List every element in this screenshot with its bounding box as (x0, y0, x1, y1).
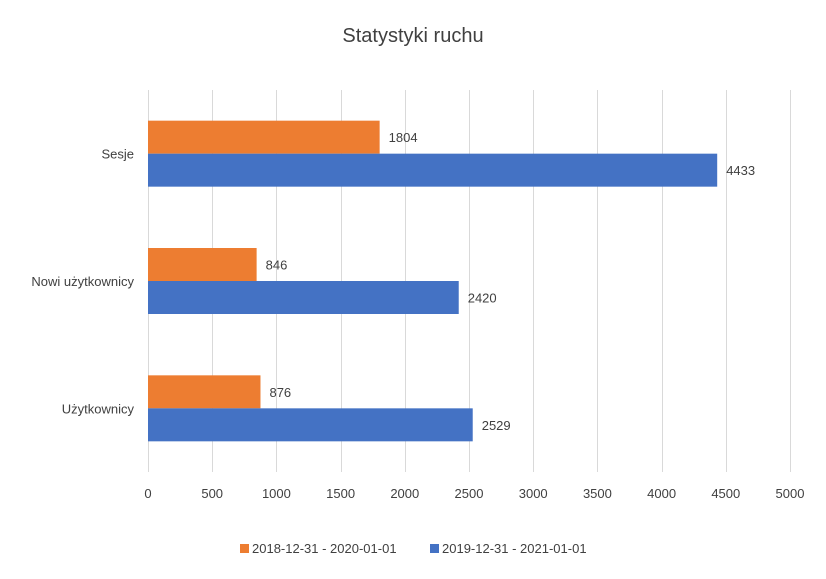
bar (148, 408, 473, 442)
x-tick-label: 2000 (390, 486, 419, 501)
x-tick-label: 5000 (776, 486, 805, 501)
bar-value-label: 876 (269, 385, 291, 400)
bar (148, 281, 459, 314)
bar (148, 375, 261, 409)
data-labels: 1804 4433 846 2420 876 2529 (266, 130, 755, 433)
x-tick-label: 3000 (519, 486, 548, 501)
category-label: Użytkownicy (62, 401, 135, 416)
bar (148, 153, 718, 187)
bar-value-label: 1804 (389, 130, 418, 145)
category-label: Nowi użytkownicy (31, 274, 134, 289)
category-label: Sesje (101, 147, 134, 162)
bars (148, 120, 718, 442)
x-tick-label: 1500 (326, 486, 355, 501)
bar-value-label: 2529 (482, 418, 511, 433)
legend-label: 2019-12-31 - 2021-01-01 (442, 541, 587, 556)
bar (148, 120, 380, 154)
bar (148, 248, 257, 281)
bar-value-label: 2420 (468, 291, 497, 306)
x-axis-ticks: 0 500 1000 1500 2000 2500 3000 3500 4000 4500 5000 (144, 486, 804, 501)
x-tick-label: 4000 (647, 486, 676, 501)
x-tick-label: 4500 (711, 486, 740, 501)
x-tick-label: 500 (201, 486, 223, 501)
legend-swatch (240, 544, 249, 553)
x-tick-label: 0 (144, 486, 151, 501)
category-labels: Sesje Nowi użytkownicy Użytkownicy (31, 147, 134, 417)
legend-label: 2018-12-31 - 2020-01-01 (252, 541, 397, 556)
chart-title: Statystyki ruchu (342, 25, 483, 47)
legend-swatch (430, 544, 439, 553)
bar-value-label: 4433 (726, 163, 755, 178)
x-tick-label: 2500 (455, 486, 484, 501)
legend: 2018-12-31 - 2020-01-01 2019-12-31 - 2021… (240, 541, 587, 556)
x-tick-label: 3500 (583, 486, 612, 501)
x-tick-label: 1000 (262, 486, 291, 501)
bar-value-label: 846 (266, 258, 288, 273)
